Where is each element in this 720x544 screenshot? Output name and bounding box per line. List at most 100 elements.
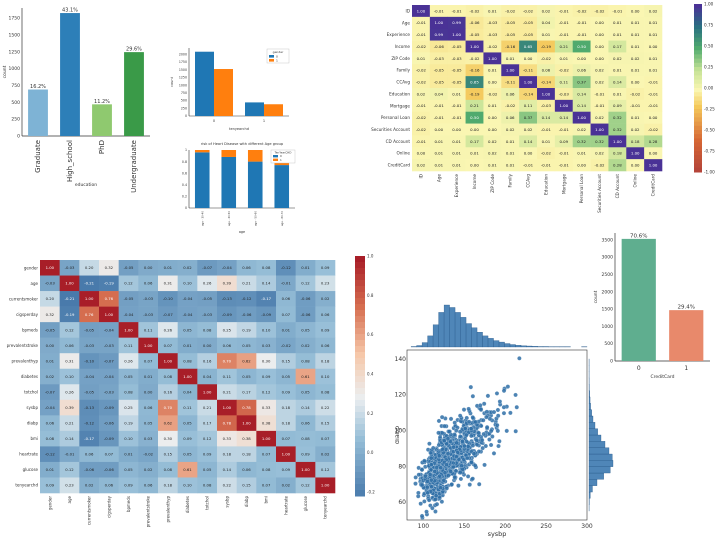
heatmap-cell-value: 0.00 xyxy=(470,162,479,167)
heatmap-cell-value: -0.01 xyxy=(559,162,570,167)
heatmap-cell-value: 0.00 xyxy=(649,151,658,156)
scatter-point xyxy=(485,410,489,414)
legend-swatch xyxy=(269,59,274,62)
heatmap-cell-value: 0.26 xyxy=(203,281,212,286)
colorbar-segment xyxy=(694,126,702,131)
y-tick-label: 750 xyxy=(11,83,20,89)
heatmap-cell-value: 0.05 xyxy=(124,467,133,472)
heatmap-cell-value: 0.00 xyxy=(631,8,640,13)
row-label: Income xyxy=(395,44,411,49)
heatmap-cell-value: 0.09 xyxy=(321,327,330,332)
y-tick-label: 3000 xyxy=(602,255,614,261)
heatmap-cell-value: -0.01 xyxy=(612,8,623,13)
heatmap-cell-value: -0.04 xyxy=(124,312,134,317)
heatmap-cell-value: -0.12 xyxy=(281,265,291,270)
scatter-point xyxy=(420,468,424,472)
x-marginal-hist-bar xyxy=(499,342,504,347)
heatmap-cell-value: -0.21 xyxy=(84,281,94,286)
scatter-point xyxy=(468,483,472,487)
column-label: heartrate xyxy=(283,495,288,514)
heatmap-cell-value: 1.00 xyxy=(470,44,479,49)
heatmap-cell-value: -0.06 xyxy=(104,421,114,426)
heatmap-cell-value: 0.16 xyxy=(164,389,173,394)
heatmap-cell-value: 0.10 xyxy=(183,281,192,286)
heatmap-cell-value: 0.01 xyxy=(144,374,153,379)
row-label: CreditCard xyxy=(388,163,411,168)
heatmap-cell-value: 0.11 xyxy=(223,374,232,379)
heatmap-cell-value: -0.01 xyxy=(648,103,659,108)
heatmap-cell-value: 0.18 xyxy=(282,405,291,410)
heatmap-cell-value: -0.05 xyxy=(452,79,463,84)
scatter-point xyxy=(425,485,429,489)
heatmap-cell-value: 0.02 xyxy=(183,265,192,270)
heatmap-cell-value: 1.00 xyxy=(124,327,133,332)
heatmap-cell-value: -0.03 xyxy=(104,343,114,348)
heatmap-cell-value: -0.06 xyxy=(301,296,311,301)
heatmap-cell-value: -0.04 xyxy=(183,296,193,301)
x-tick-label: 1 xyxy=(684,365,688,372)
scatter-point xyxy=(422,499,426,503)
legend-title: TenYearCHD xyxy=(274,151,292,155)
heatmap-cell-value: -0.02 xyxy=(594,162,605,167)
heatmap-cell-value: -0.02 xyxy=(416,79,427,84)
heatmap-cell-value: -0.02 xyxy=(469,8,480,13)
bar-value-label: 16.2% xyxy=(30,84,46,90)
heatmap-cell-value: 0.01 xyxy=(631,44,640,49)
scatter-point xyxy=(477,431,481,435)
heatmap-cell-value: 0.01 xyxy=(613,20,622,25)
heatmap-cell-value: 0.02 xyxy=(595,68,604,73)
heatmap-cell-value: 1.00 xyxy=(301,467,310,472)
y-tick-label: 0.8 xyxy=(182,160,187,164)
scatter-point xyxy=(459,477,463,481)
heatmap-cell-value: 0.05 xyxy=(242,374,251,379)
heatmap-cell-value: 0.00 xyxy=(46,343,55,348)
heatmap-cell-value: 0.14 xyxy=(301,405,310,410)
heatmap-cell-value: -0.05 xyxy=(434,79,445,84)
colorbar-segment xyxy=(694,46,702,51)
heatmap-cell-value: 0.32 xyxy=(595,139,604,144)
heatmap-cell-value: 1.00 xyxy=(164,358,173,363)
heatmap-cell-value: 0.07 xyxy=(105,452,114,457)
heatmap-cell-value: 1.00 xyxy=(85,296,94,301)
scatter-point xyxy=(438,486,442,490)
y-tick-label: 0 xyxy=(185,206,187,210)
heatmap-cell-value: 0.18 xyxy=(223,452,232,457)
scatter-point xyxy=(478,403,482,407)
y-tick-label: 1500 xyxy=(179,68,187,72)
heatmap-cell-value: -0.05 xyxy=(45,327,55,332)
heatmap-cell-value: 0.01 xyxy=(301,265,310,270)
heatmap-cell-value: -0.03 xyxy=(487,32,498,37)
row-label: ZIP Code xyxy=(391,56,410,61)
heatmap-cell-value: 0.07 xyxy=(282,436,291,441)
heatmap-cell-value: 0.21 xyxy=(470,103,479,108)
heatmap-cell-value: 0.32 xyxy=(46,312,55,317)
heatmap-cell-value: 0.02 xyxy=(506,127,515,132)
heatmap-cell-value: 1.00 xyxy=(262,436,271,441)
colorbar-segment xyxy=(694,21,702,26)
x-tick-label: age - 60-70 xyxy=(280,211,284,226)
heatmap-cell-value: 0.01 xyxy=(434,151,443,156)
heatmap-cell-value: -0.05 xyxy=(84,327,94,332)
heatmap-cell-value: -0.02 xyxy=(594,8,605,13)
scatter-point xyxy=(498,399,502,403)
colorbar-segment xyxy=(694,75,702,80)
colorbar-tick-label: -0.75 xyxy=(704,149,715,154)
bank-corr-panel: 1.00 -0.01 -0.01 -0.02 0.01 -0.02 -0.02 0.02 -0.… xyxy=(360,0,720,218)
heatmap-cell-value: -0.03 xyxy=(143,312,153,317)
x-marginal-hist-bar xyxy=(428,336,433,347)
heatmap-cell-value: 0.10 xyxy=(262,327,271,332)
colorbar-segment xyxy=(694,38,702,43)
heatmap-cell-value: 0.02 xyxy=(577,127,586,132)
scatter-point xyxy=(427,442,431,446)
scatter-point xyxy=(486,394,490,398)
heatmap-cell-value: -0.06 xyxy=(301,312,311,317)
heatmap-cell-value: 0.15 xyxy=(164,452,173,457)
heatmap-cell-value: 0.09 xyxy=(183,436,192,441)
heatmap-cell-value: 0.01 xyxy=(452,151,461,156)
column-label: glucose xyxy=(303,495,308,511)
x-axis-label: age xyxy=(239,230,245,234)
heatmap-cell-value: 0.00 xyxy=(577,56,586,61)
colorbar-segment xyxy=(355,400,365,407)
colorbar-segment xyxy=(355,340,365,347)
